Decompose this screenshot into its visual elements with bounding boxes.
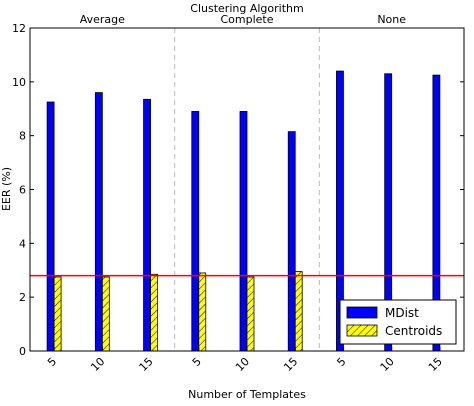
legend-label-centroids: Centroids <box>385 324 442 338</box>
x-tick-label: 10 <box>233 355 252 374</box>
bar-mdist <box>46 101 55 352</box>
bar-centroids <box>150 273 158 352</box>
x-tick-label: 15 <box>137 355 156 374</box>
y-tick-label: 8 <box>19 130 26 143</box>
bar-mdist <box>191 111 200 352</box>
bar-centroids <box>294 271 303 352</box>
legend-swatch-centroids <box>346 324 378 337</box>
x-tick-label: 10 <box>88 355 107 374</box>
y-tick-label: 2 <box>19 291 26 304</box>
y-tick-label: 4 <box>19 237 26 250</box>
bar-mdist <box>287 131 296 352</box>
bar-mdist <box>94 92 103 352</box>
bar-mdist <box>239 111 248 352</box>
legend-label-mdist: MDist <box>385 306 419 320</box>
x-tick-label: 5 <box>190 355 204 369</box>
x-tick-label: 5 <box>334 355 348 369</box>
y-tick-label: 12 <box>12 22 26 35</box>
group-label: None <box>377 13 406 26</box>
group-label: Average <box>80 13 125 26</box>
legend: MDist Centroids <box>339 299 457 345</box>
group-labels: Average Complete None <box>80 13 406 26</box>
group-label: Complete <box>220 13 273 26</box>
bar-centroids <box>198 272 207 352</box>
bar-centroids <box>246 276 255 352</box>
x-tick-label: 5 <box>45 355 59 369</box>
bar-mdist <box>143 98 151 352</box>
bar-centroids <box>53 276 62 352</box>
legend-swatch-mdist <box>346 306 378 319</box>
x-axis-label: Number of Templates <box>188 388 306 401</box>
y-tick-label: 6 <box>19 184 26 197</box>
y-axis: 0 2 4 6 8 10 12 <box>12 22 464 358</box>
chart-title: Clustering Algorithm <box>190 2 303 15</box>
y-tick-label: 10 <box>12 76 26 89</box>
y-axis-label: EER (%) <box>0 167 13 211</box>
x-tick-label: 10 <box>378 355 397 374</box>
x-tick-label: 15 <box>426 355 445 374</box>
y-tick-label: 0 <box>19 345 26 358</box>
bars <box>46 70 441 352</box>
bar-centroids <box>101 276 110 352</box>
x-tick-label: 15 <box>281 355 300 374</box>
